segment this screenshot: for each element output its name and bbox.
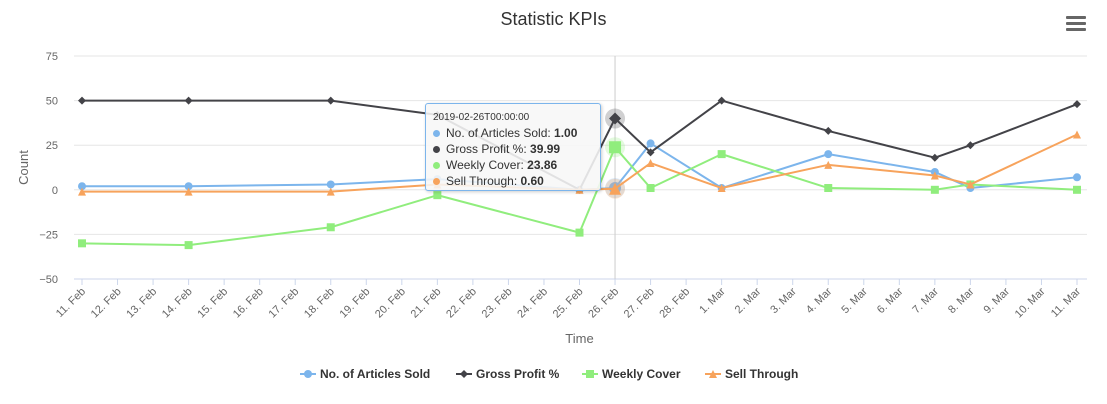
legend-item-label[interactable]: Weekly Cover [602,367,681,381]
data-point [647,139,655,147]
data-point [824,150,832,158]
y-axis-title: Count [16,150,31,185]
x-tick-label: 6. Mar [875,285,906,316]
data-point [327,180,335,188]
data-point [185,241,193,249]
x-tick-label: 28. Feb [657,286,692,321]
data-point [824,184,832,192]
x-tick-label: 17. Feb [266,286,301,321]
x-tick-label: 8. Mar [946,285,977,316]
x-tick-label: 16. Feb [231,286,266,321]
data-point [586,370,594,378]
series-dot-icon [433,146,440,153]
x-tick-label: 9. Mar [982,285,1013,316]
data-point [718,150,726,158]
data-point [1073,100,1081,108]
data-point [1073,130,1081,138]
x-tick-label: 13. Feb [124,286,159,321]
data-point [931,186,939,194]
tooltip-value: 1.00 [554,126,577,140]
data-point [460,370,468,378]
data-point [931,154,939,162]
data-point [609,141,621,153]
x-tick-label: 15. Feb [195,286,230,321]
tooltip-value: 23.86 [527,158,557,172]
series-dot-icon [433,178,440,185]
x-tick-label: 4. Mar [804,285,835,316]
x-tick-label: 2. Mar [733,285,764,316]
legend-item-label[interactable]: No. of Articles Sold [320,367,430,381]
chart-container: Statistic KPIs −50 −25 0 25 50 75 11. Feb 12. F… [0,0,1107,404]
x-tick-label: 14. Feb [160,286,195,321]
legend-item-label[interactable]: Sell Through [725,367,798,381]
x-tick-label: 22. Feb [444,286,479,321]
legend-item-label[interactable]: Gross Profit % [476,367,560,381]
tooltip-row-gross-profit: Gross Profit %: 39.99 [433,141,593,157]
x-tick-label: 24. Feb [515,286,550,321]
x-tick-label: 20. Feb [373,286,408,321]
y-tick-label: −25 [39,229,58,241]
data-point [327,97,335,105]
data-point [433,191,441,199]
tooltip-row-sell-through: Sell Through: 0.60 [433,173,593,189]
x-tick-label: 11. Mar [1049,285,1084,320]
tooltip-label: Sell Through: [446,174,521,188]
x-tick-label: 10. Mar [1013,285,1048,320]
legend: No. of Articles Sold Gross Profit % Weekly… [300,367,798,381]
x-tick-label: 12. Feb [89,286,124,321]
data-point [824,127,832,135]
chart-svg: −50 −25 0 25 50 75 11. Feb 12. Feb 13. Feb 14. Fe… [0,0,1107,404]
tooltip-row-articles-sold: No. of Articles Sold: 1.00 [433,125,593,141]
data-point [966,141,974,149]
data-point [1073,173,1081,181]
data-point [1073,186,1081,194]
x-tick-label: 5. Mar [839,285,870,316]
chart-tooltip: 2019-02-26T00:00:00 No. of Articles Sold… [425,103,601,191]
series-dot-icon [433,162,440,169]
tooltip-value: 0.60 [521,174,544,188]
tooltip-label: Weekly Cover: [446,158,527,172]
x-tick-label: 27. Feb [622,286,657,321]
data-point [327,223,335,231]
y-tick-label: 50 [46,96,58,108]
y-tick-label: −50 [39,274,58,286]
data-point [576,229,584,237]
data-point [78,97,86,105]
x-tick-label: 23. Feb [480,286,515,321]
data-point [304,370,312,378]
tooltip-row-weekly-cover: Weekly Cover: 23.86 [433,157,593,173]
x-tick-label: 3. Mar [768,285,799,316]
y-tick-label: 0 [52,185,58,197]
x-tick-label: 19. Feb [338,286,373,321]
data-point [647,184,655,192]
x-tick-label: 11. Feb [54,286,88,320]
x-tick-label: 25. Feb [551,286,586,321]
tooltip-value: 39.99 [530,142,560,156]
x-tick-label: 26. Feb [586,286,621,321]
tooltip-header: 2019-02-26T00:00:00 [433,112,593,123]
tooltip-label: No. of Articles Sold: [446,126,554,140]
x-tick-label: 7. Mar [910,285,941,316]
series-dot-icon [433,130,440,137]
y-tick-label: 75 [46,51,58,63]
data-point [185,97,193,105]
x-tick-label: 1. Mar [697,285,728,316]
data-point [78,239,86,247]
x-tick-label: 21. Feb [409,286,444,321]
x-tick-label: 18. Feb [302,286,337,321]
y-tick-label: 25 [46,140,58,152]
x-axis-title: Time [565,331,593,346]
tooltip-label: Gross Profit %: [446,142,530,156]
